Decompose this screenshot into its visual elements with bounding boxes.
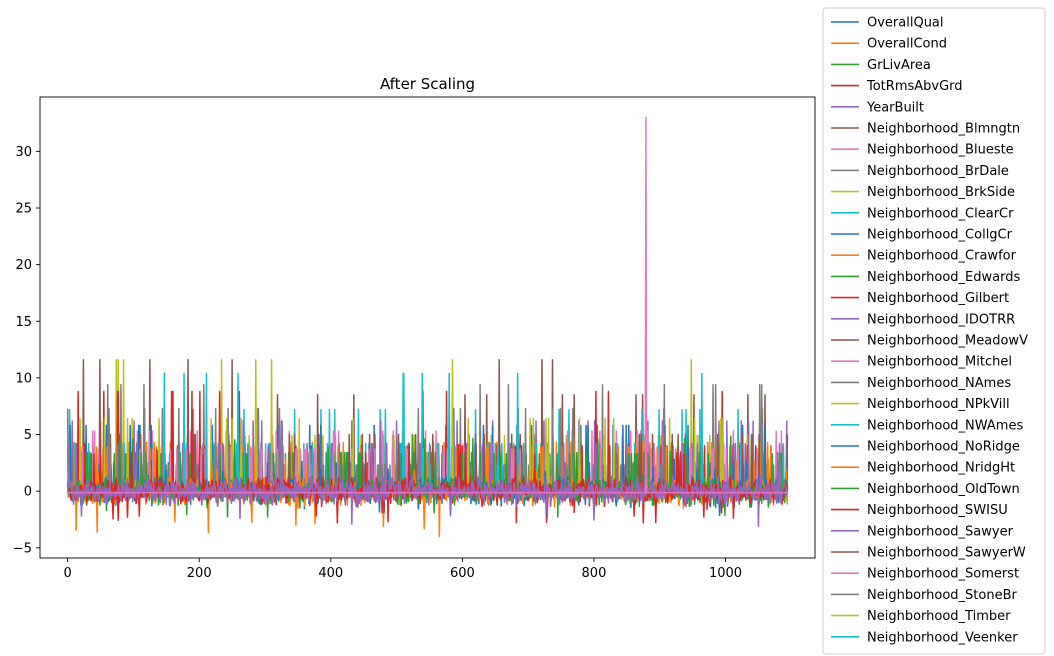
legend-entry-label: YearBuilt [866,100,924,115]
chart-title: After Scaling [380,75,475,93]
series-line [67,116,788,494]
legend-entry-label: Neighborhood_OldTown [867,482,1020,497]
x-tick-label: 0 [63,566,71,581]
series-line [66,475,788,527]
legend-entry-label: Neighborhood_SawyerW [867,546,1026,561]
legend-entry-label: Neighborhood_StoneBr [867,588,1018,603]
legend-entry-label: Neighborhood_CollgCr [867,228,1013,243]
x-tick-label: 1000 [709,566,742,581]
legend-frame [822,7,1046,655]
legend-entry-label: GrLivArea [867,58,931,73]
y-tick-label: 25 [15,202,32,217]
legend-entry-label: Neighborhood_Timber [867,609,1011,624]
x-tick-label: 600 [450,566,475,581]
legend-entry-label: Neighborhood_Sawyer [867,524,1014,539]
legend-entry-label: Neighborhood_MeadowV [867,334,1028,349]
legend-entry-label: Neighborhood_Edwards [867,270,1020,285]
y-tick-label: 10 [15,371,32,386]
legend-entry-label: Neighborhood_BrkSide [867,185,1015,200]
legend-entry-label: Neighborhood_NPkVill [867,397,1010,412]
plot-series-group [66,116,789,538]
x-tick-label: 200 [187,566,212,581]
legend-entry-label: Neighborhood_Mitchel [867,355,1012,370]
y-tick-label: 30 [15,145,32,160]
y-tick-label: 15 [15,315,32,330]
axes-border [39,96,816,559]
legend: OverallQual OverallCond GrLivArea TotRmsAbv… [822,7,1046,655]
legend-entry-label: Neighborhood_BrDale [867,164,1009,179]
legend-entry-label: Neighborhood_Blueste [867,143,1014,158]
legend-entry-label: Neighborhood_IDOTRR [867,312,1015,327]
legend-entry-label: Neighborhood_NoRidge [867,440,1020,455]
legend-entry-label: Neighborhood_NAmes [867,376,1011,391]
y-tick-label: 0 [24,485,32,500]
legend-entry-label: OverallCond [867,37,947,52]
axes-frame [39,96,816,559]
x-tick-label: 800 [582,566,607,581]
legend-entry-label: Neighborhood_Veenker [867,630,1018,645]
legend-entry-label: Neighborhood_NWAmes [867,418,1023,433]
y-axis: −5 0 5 10 15 20 25 30 [13,145,40,556]
x-tick-label: 400 [318,566,343,581]
legend-entry-label: Neighborhood_Somerst [867,567,1019,582]
y-tick-label: 5 [24,428,32,443]
legend-entry-label: Neighborhood_Blmngtn [867,122,1020,137]
legend-entry-label: TotRmsAbvGrd [866,79,963,94]
legend-entry-label: Neighborhood_ClearCr [867,206,1014,221]
legend-entry-label: Neighborhood_NridgHt [867,461,1015,476]
legend-entry-label: Neighborhood_Crawfor [867,249,1017,264]
legend-entry-label: OverallQual [867,16,944,31]
x-axis: 0 200 400 600 800 1000 [63,558,742,581]
legend-entry-label: Neighborhood_SWISU [867,503,1008,518]
legend-entry-label: Neighborhood_Gilbert [867,291,1009,306]
y-tick-label: −5 [13,541,32,556]
y-tick-label: 20 [15,258,32,273]
